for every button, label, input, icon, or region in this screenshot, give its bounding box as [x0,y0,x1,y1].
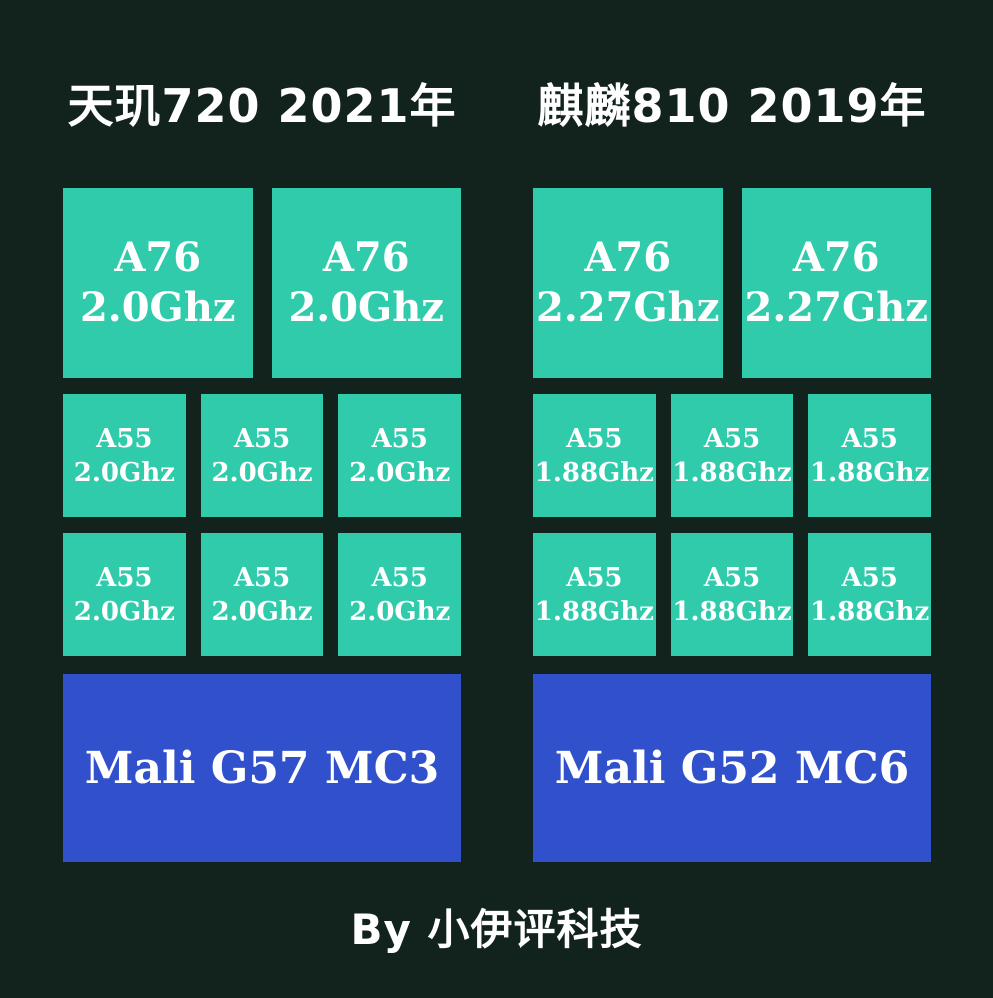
small-core-row: A55 1.88Ghz A55 1.88Ghz A55 1.88Ghz [533,394,932,517]
cpu-core-block-a55: A55 2.0Ghz [63,533,186,656]
core-frequency: 1.88Ghz [534,457,654,488]
core-name: A55 [566,562,623,593]
core-name: A55 [841,562,898,593]
core-name: A55 [703,562,761,593]
core-name: A76 [322,234,410,281]
core-frequency: 2.0Ghz [79,284,236,331]
big-core-row: A76 2.27Ghz A76 2.27Ghz [533,188,931,378]
core-frequency: 2.27Ghz [536,284,720,331]
cpu-core-block-a55: A55 2.0Ghz [200,533,324,656]
core-name: A55 [96,423,153,454]
core-frequency: 1.88Ghz [810,457,930,488]
cpu-core-block-a55: A55 1.88Ghz [533,533,656,656]
cpu-core-block-a55: A55 2.0Ghz [200,394,324,517]
cpu-core-block-a76: A76 2.0Ghz [63,188,253,378]
cpu-core-block-a76: A76 2.27Ghz [533,188,723,378]
credit-text: By 小伊评科技 [350,905,643,954]
cpu-core-block-a76: A76 2.0Ghz [271,188,461,378]
chip-title-dimensity720: 天玑720 2021年 [67,79,457,133]
gpu-block: Mali G57 MC3 [63,674,461,862]
core-name: A55 [371,562,428,593]
cpu-core-block-a55: A55 1.88Ghz [808,394,932,517]
core-frequency: 2.27Ghz [744,284,928,331]
core-name: A55 [233,423,291,454]
core-name: A55 [841,423,898,454]
cpu-core-block-a55: A55 1.88Ghz [808,533,932,656]
core-frequency: 2.0Ghz [211,596,313,627]
big-core-row: A76 2.0Ghz A76 2.0Ghz [63,188,461,378]
core-name: A55 [233,562,291,593]
chip-column-kirin810: 麒麟810 2019年 A76 2.27Ghz A76 2.27Ghz A55 … [533,75,932,862]
small-core-row: A55 1.88Ghz A55 1.88Ghz A55 1.88Ghz [533,533,932,656]
core-name: A76 [792,234,880,281]
core-frequency: 2.0Ghz [349,596,451,627]
cpu-core-block-a55: A55 1.88Ghz [533,394,656,517]
gpu-label: Mali G57 MC3 [84,742,440,794]
gpu-block: Mali G52 MC6 [533,674,931,862]
core-frequency: 2.0Ghz [211,457,313,488]
core-frequency: 1.88Ghz [672,596,792,627]
cpu-core-block-a55: A55 1.88Ghz [670,533,794,656]
small-core-row: A55 2.0Ghz A55 2.0Ghz A55 2.0Ghz [63,394,462,517]
core-frequency: 2.0Ghz [73,457,175,488]
core-name: A55 [96,562,153,593]
core-frequency: 1.88Ghz [672,457,792,488]
core-name: A55 [566,423,623,454]
cpu-core-block-a55: A55 2.0Ghz [338,533,462,656]
core-name: A76 [584,234,672,281]
core-name: A76 [114,234,202,281]
core-name: A55 [371,423,428,454]
chip-column-dimensity720: 天玑720 2021年 A76 2.0Ghz A76 2.0Ghz A55 2.… [63,75,462,862]
core-name: A55 [703,423,761,454]
core-frequency: 2.0Ghz [288,284,445,331]
core-frequency: 1.88Ghz [810,596,930,627]
small-core-row: A55 2.0Ghz A55 2.0Ghz A55 2.0Ghz [63,533,462,656]
cpu-core-block-a55: A55 2.0Ghz [338,394,462,517]
cpu-core-block-a76: A76 2.27Ghz [741,188,931,378]
core-frequency: 1.88Ghz [534,596,654,627]
chip-title-kirin810: 麒麟810 2019年 [537,79,927,133]
core-frequency: 2.0Ghz [349,457,451,488]
core-frequency: 2.0Ghz [73,596,175,627]
cpu-core-block-a55: A55 1.88Ghz [670,394,794,517]
cpu-core-block-a55: A55 2.0Ghz [63,394,186,517]
gpu-label: Mali G52 MC6 [554,742,910,794]
